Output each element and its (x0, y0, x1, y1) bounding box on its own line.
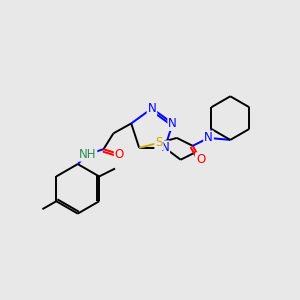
Text: O: O (115, 148, 124, 161)
Text: N: N (204, 131, 213, 144)
Text: N: N (160, 141, 169, 154)
Text: O: O (196, 153, 205, 166)
Text: NH: NH (79, 148, 96, 161)
Text: N: N (148, 102, 156, 115)
Text: N: N (168, 117, 177, 130)
Text: S: S (155, 136, 163, 149)
